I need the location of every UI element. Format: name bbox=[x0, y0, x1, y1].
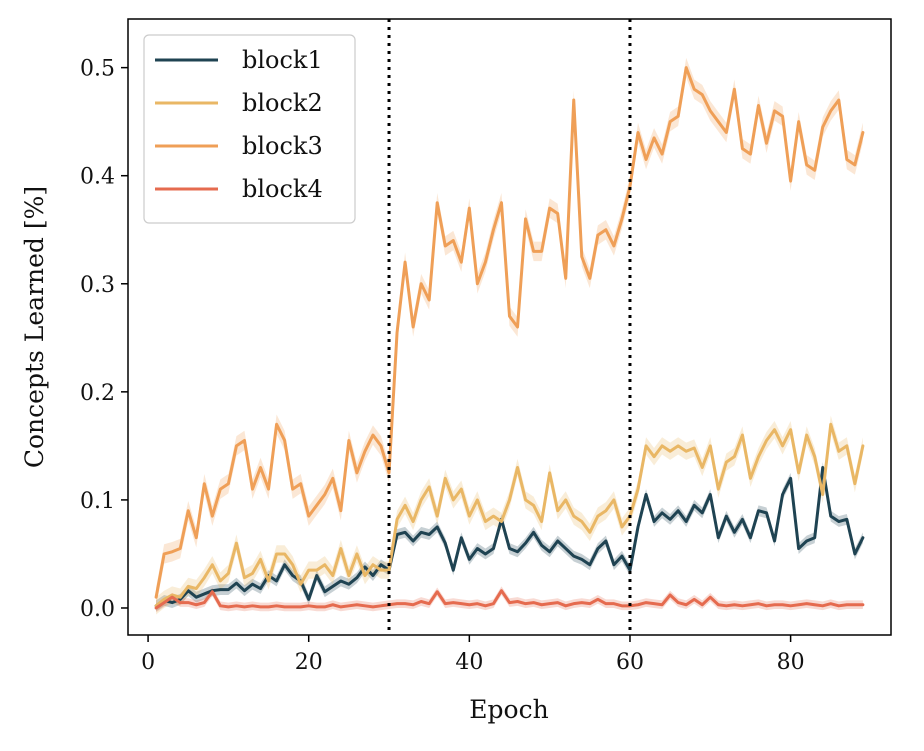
y-tick-label: 0.5 bbox=[80, 57, 115, 82]
series-line-block2 bbox=[154, 422, 865, 608]
reference-lines bbox=[387, 19, 632, 635]
series-line-block3 bbox=[154, 66, 865, 599]
x-axis-label: Epoch bbox=[469, 695, 548, 724]
legend-label-block1: block1 bbox=[242, 46, 323, 74]
band-block1 bbox=[156, 462, 863, 612]
band-block3 bbox=[156, 57, 863, 607]
series-line-block1 bbox=[154, 465, 865, 608]
series-line-block4 bbox=[154, 589, 865, 610]
x-axis: 0 20 40 60 80 bbox=[141, 635, 805, 675]
x-tick-label: 0 bbox=[141, 650, 155, 675]
x-tick-label: 80 bbox=[777, 650, 805, 675]
y-axis: 0.0 0.1 0.2 0.3 0.4 0.5 bbox=[80, 57, 128, 622]
legend-box bbox=[143, 34, 356, 224]
y-tick-label: 0.1 bbox=[80, 489, 115, 514]
y-tick-label: 0.3 bbox=[80, 273, 115, 298]
x-tick-label: 20 bbox=[295, 650, 323, 675]
plot-frame bbox=[127, 18, 892, 636]
legend-label-block4: block4 bbox=[242, 175, 323, 203]
legend-label-block2: block2 bbox=[242, 89, 323, 117]
y-tick-label: 0.4 bbox=[80, 165, 115, 190]
x-tick-label: 40 bbox=[455, 650, 483, 675]
y-axis-label: Concepts Learned [%] bbox=[20, 186, 49, 468]
legend: block1 block2 block3 block4 bbox=[143, 34, 356, 224]
y-tick-label: 0.2 bbox=[80, 381, 115, 406]
y-tick-label: 0.0 bbox=[80, 597, 115, 622]
x-tick-label: 60 bbox=[616, 650, 644, 675]
legend-label-block3: block3 bbox=[242, 132, 323, 160]
series-lines bbox=[154, 66, 865, 610]
